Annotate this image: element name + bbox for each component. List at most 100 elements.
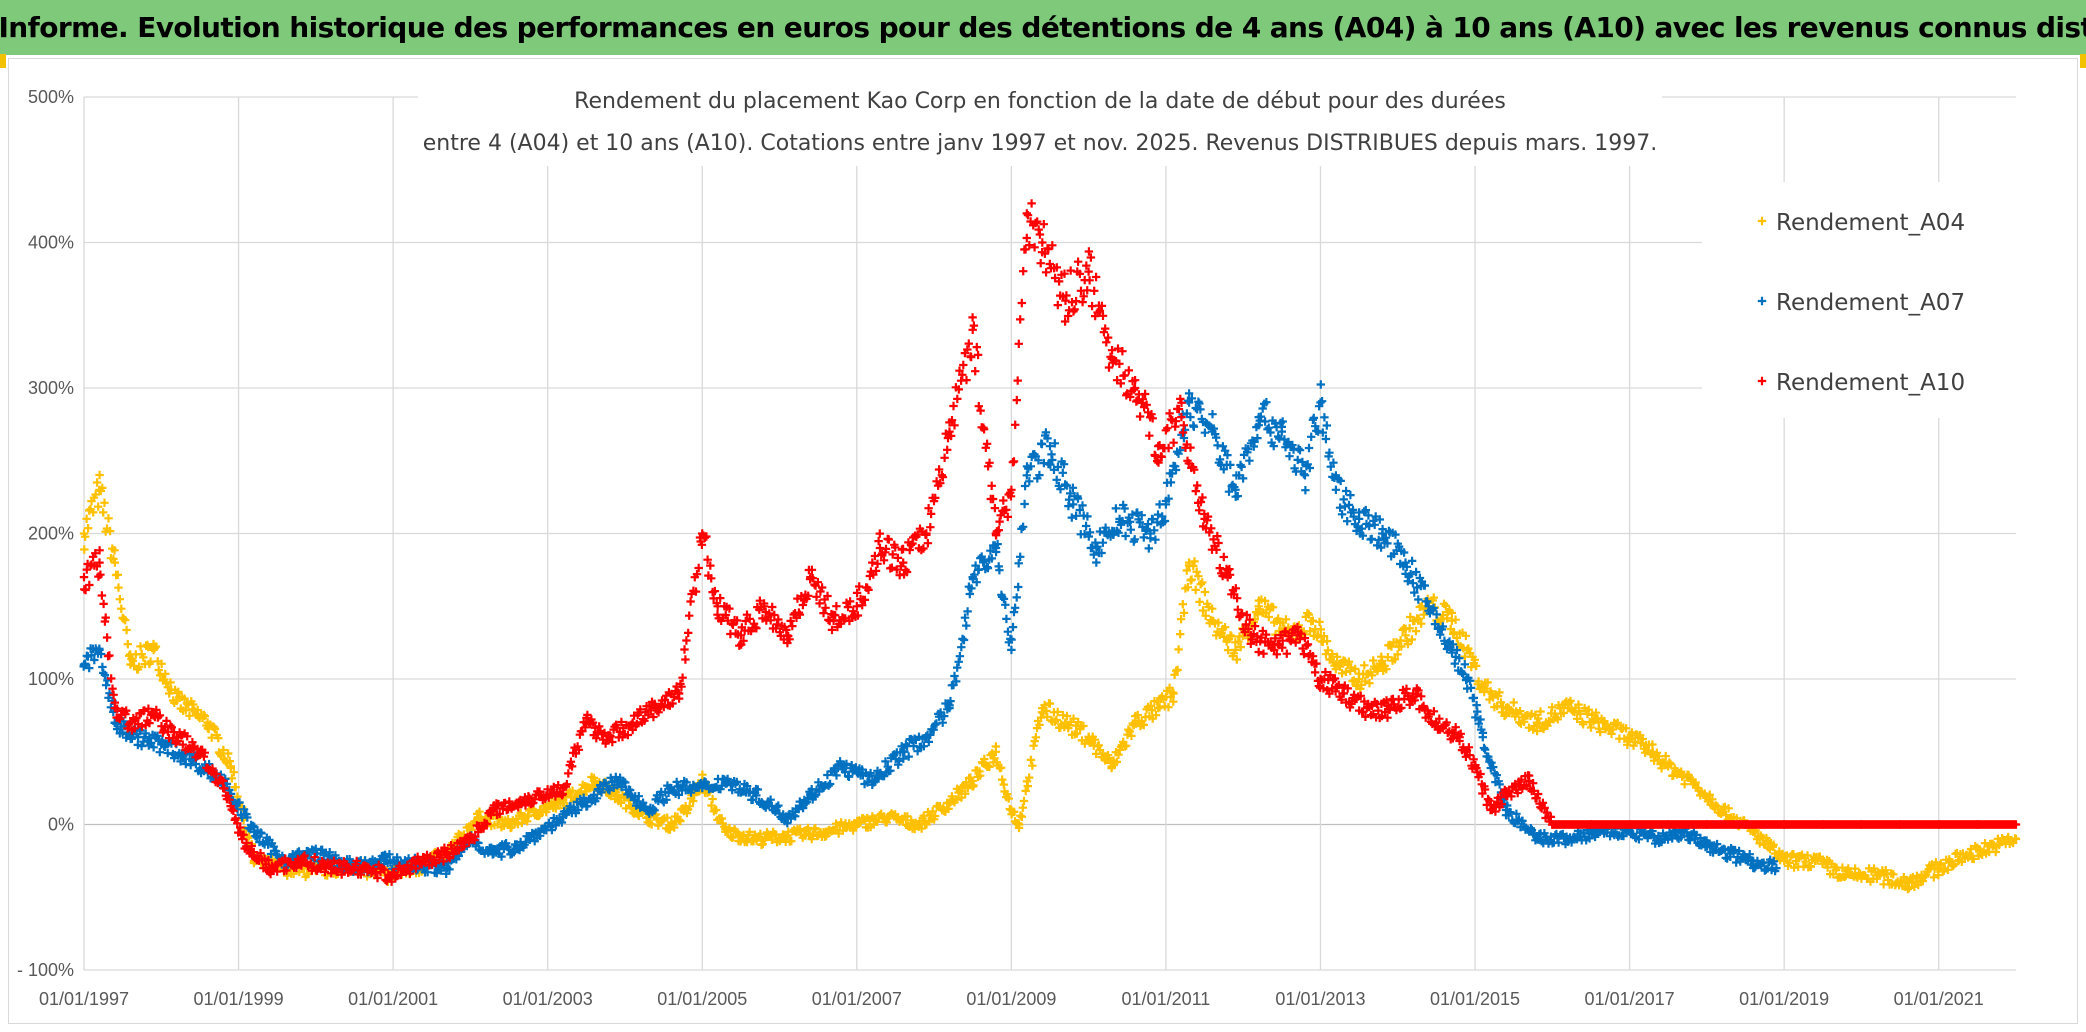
marker-A10 xyxy=(934,465,944,474)
marker-A04 xyxy=(1122,741,1131,750)
marker-A04 xyxy=(955,786,965,796)
data-point-A07 xyxy=(698,783,707,793)
marker-A07 xyxy=(87,651,96,660)
marker-A10 xyxy=(766,616,775,625)
marker-A10 xyxy=(495,809,504,818)
marker-A10 xyxy=(813,578,823,587)
marker-A07 xyxy=(1253,433,1262,443)
marker-A10 xyxy=(564,769,573,778)
marker-A10 xyxy=(1186,443,1195,452)
data-point-A04 xyxy=(1154,703,1163,713)
marker-A07 xyxy=(1143,519,1153,529)
marker-A10 xyxy=(995,517,1004,526)
data-point-A10 xyxy=(1038,238,1047,247)
marker-A04 xyxy=(1268,603,1278,612)
marker-A10 xyxy=(1513,788,1522,798)
marker-A10 xyxy=(732,616,742,625)
marker-A10 xyxy=(971,367,980,376)
marker-A10 xyxy=(1132,397,1141,406)
marker-A10 xyxy=(1003,512,1012,522)
marker-A07 xyxy=(1219,465,1228,474)
marker-A07 xyxy=(1733,852,1742,862)
marker-A04 xyxy=(952,795,961,804)
marker-A07 xyxy=(1071,511,1081,520)
marker-A04 xyxy=(1319,631,1329,641)
marker-A07 xyxy=(1480,745,1490,754)
marker-A04 xyxy=(83,524,93,533)
marker-A07 xyxy=(986,546,995,555)
legend-label-A07: Rendement_A07 xyxy=(1776,290,1965,316)
marker-A10 xyxy=(819,608,828,618)
marker-A07 xyxy=(153,731,162,740)
marker-A04 xyxy=(1174,645,1183,654)
data-point-A07 xyxy=(1331,485,1341,494)
marker-A04 xyxy=(89,508,98,517)
data-point-A07 xyxy=(1424,602,1433,611)
marker-A07 xyxy=(436,866,446,875)
data-point-A04 xyxy=(1594,718,1603,727)
marker-A10 xyxy=(1286,636,1295,646)
marker-A07 xyxy=(294,847,304,856)
data-point-A04 xyxy=(945,798,954,807)
data-point-A07 xyxy=(1563,834,1572,844)
data-point-A04 xyxy=(1988,842,1997,851)
marker-A10 xyxy=(640,716,649,725)
x-axis-labels: 01/01/1997 01/01/1999 01/01/2001 01/01/2003… xyxy=(39,989,1984,1009)
marker-A07 xyxy=(1492,771,1501,780)
marker-A10 xyxy=(967,352,976,362)
marker-A04 xyxy=(475,807,484,816)
marker-A07 xyxy=(972,578,981,587)
marker-A07 xyxy=(257,829,266,838)
marker-A10 xyxy=(595,722,604,731)
marker-A04 xyxy=(1929,873,1938,882)
data-point-A04 xyxy=(721,827,730,836)
marker-A07 xyxy=(1476,715,1485,724)
marker-A07 xyxy=(1298,457,1307,467)
marker-A07 xyxy=(423,868,432,877)
marker-A10 xyxy=(373,873,382,883)
marker-A10 xyxy=(694,563,703,573)
marker-A07 xyxy=(1048,455,1057,465)
marker-A07 xyxy=(1455,654,1464,663)
data-point-A04 xyxy=(852,820,861,829)
marker-A07 xyxy=(963,607,972,616)
data-point-A10 xyxy=(95,558,104,567)
marker-A10 xyxy=(816,587,825,596)
marker-A04 xyxy=(1680,780,1689,789)
marker-A10 xyxy=(745,614,754,624)
marker-A07 xyxy=(1046,460,1055,469)
marker-A04 xyxy=(231,783,240,792)
marker-A07 xyxy=(1114,528,1123,537)
marker-A04 xyxy=(1657,764,1666,773)
marker-A10 xyxy=(549,782,558,792)
data-point-A07 xyxy=(1656,834,1665,844)
marker-A04 xyxy=(1201,611,1210,620)
data-point-A10 xyxy=(899,558,908,567)
data-point-A10 xyxy=(1895,820,1905,829)
marker-A10 xyxy=(1040,249,1050,258)
marker-A07 xyxy=(801,799,810,808)
marker-A04 xyxy=(1191,585,1200,595)
data-point-A07 xyxy=(667,783,676,793)
marker-A07 xyxy=(1224,487,1234,496)
data-point-A10 xyxy=(489,805,498,815)
marker-A10 xyxy=(1009,457,1019,466)
marker-A10 xyxy=(707,574,716,583)
marker-A10 xyxy=(223,791,233,800)
marker-A07 xyxy=(597,788,606,797)
marker-A07 xyxy=(1383,539,1392,548)
marker-A04 xyxy=(224,749,233,758)
data-point-A10 xyxy=(1455,733,1464,742)
marker-A04 xyxy=(654,821,663,830)
data-point-A10 xyxy=(558,783,568,793)
marker-A07 xyxy=(136,726,145,735)
marker-A07 xyxy=(557,818,567,827)
marker-A10 xyxy=(703,555,712,564)
marker-A04 xyxy=(1393,650,1402,659)
marker-A07 xyxy=(1460,660,1469,669)
y-tick-label: 500% xyxy=(28,87,74,107)
data-point-A10 xyxy=(674,689,684,698)
data-point-A07 xyxy=(1532,834,1542,844)
data-point-A10 xyxy=(1061,296,1070,305)
marker-A07 xyxy=(504,845,514,854)
